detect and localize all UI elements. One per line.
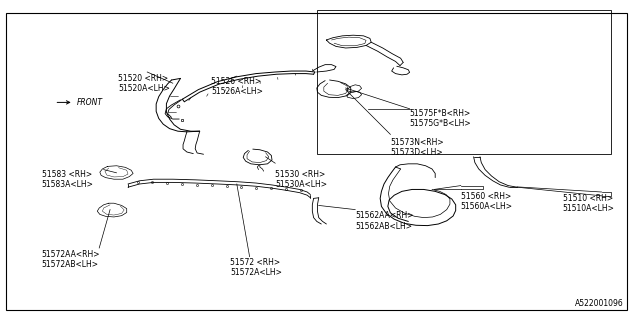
Text: 51526 <RH>
51526A<LH>: 51526 <RH> 51526A<LH> [211,77,263,96]
Text: 51572 <RH>
51572A<LH>: 51572 <RH> 51572A<LH> [230,258,282,277]
Text: FRONT: FRONT [77,98,103,107]
Text: 51573N<RH>
51573D<LH>: 51573N<RH> 51573D<LH> [390,138,444,157]
Text: 51560 <RH>
51560A<LH>: 51560 <RH> 51560A<LH> [461,192,513,212]
Bar [317,10,611,154]
Text: 51530 <RH>
51530A<LH>: 51530 <RH> 51530A<LH> [275,170,327,189]
Text: A522001096: A522001096 [575,299,624,308]
Text: 51572AA<RH>
51572AB<LH>: 51572AA<RH> 51572AB<LH> [42,250,100,269]
Text: 51575F*B<RH>
51575G*B<LH>: 51575F*B<RH> 51575G*B<LH> [410,109,471,128]
Text: 51583 <RH>
51583A<LH>: 51583 <RH> 51583A<LH> [42,170,93,189]
Text: 51520 <RH>
51520A<LH>: 51520 <RH> 51520A<LH> [118,74,170,93]
Text: 51510 <RH>
51510A<LH>: 51510 <RH> 51510A<LH> [563,194,614,213]
Text: 51562AA<RH>
51562AB<LH>: 51562AA<RH> 51562AB<LH> [355,211,413,231]
